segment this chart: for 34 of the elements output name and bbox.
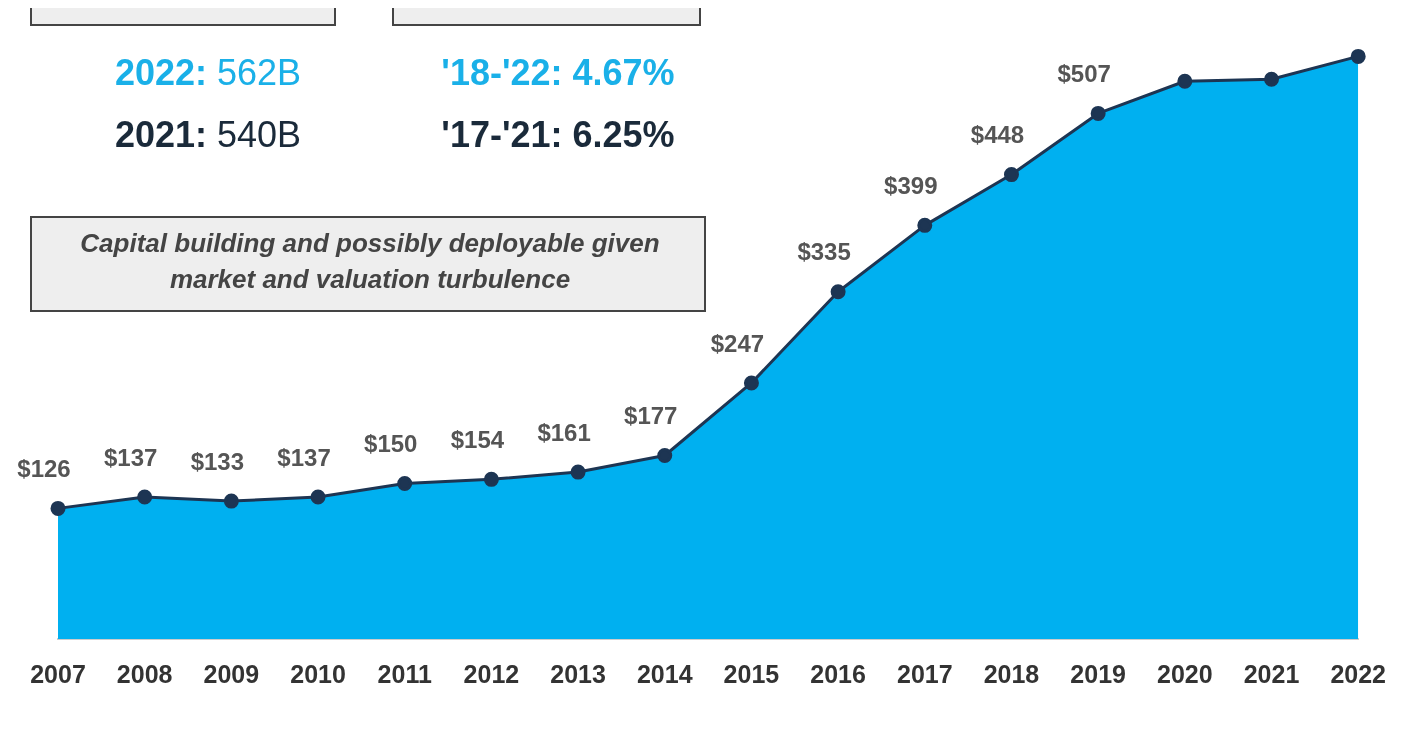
data-label: $150: [364, 430, 418, 458]
x-tick-label: 2015: [723, 659, 780, 688]
x-tick-label: 2022: [1330, 659, 1386, 688]
data-label: $507: [1057, 60, 1111, 88]
data-label: $448: [970, 121, 1025, 149]
data-label: $137: [103, 443, 158, 471]
data-label: $247: [710, 329, 765, 357]
annotation: '17-'21: 6.25%: [441, 114, 675, 155]
annotation: 2022: 562B: [114, 52, 302, 93]
annotation: '18-'22: 4.67%: [441, 52, 675, 93]
x-tick-label: 2016: [810, 659, 866, 688]
x-tick-label: 2008: [116, 659, 173, 688]
data-label: $335: [797, 238, 851, 266]
data-label: $137: [277, 443, 331, 471]
x-tick-label: 2010: [290, 659, 346, 688]
x-tick-label: 2014: [636, 659, 693, 688]
x-tick-label: 2018: [983, 659, 1040, 688]
x-tick-label: 2019: [1070, 659, 1126, 688]
data-label: $177: [624, 402, 678, 430]
annotation: 2021: 540B: [114, 114, 302, 155]
x-tick-label: 2020: [1157, 659, 1213, 688]
x-tick-label: 2012: [463, 659, 520, 688]
annotation: Capital building and possibly deployable given market and valuation turbulence: [79, 227, 661, 296]
x-tick-label: 2013: [550, 659, 606, 688]
data-label: $161: [537, 418, 591, 446]
x-tick-label: 2009: [203, 659, 260, 688]
x-tick-label: 2007: [30, 659, 86, 688]
x-tick-label: 2017: [896, 659, 953, 688]
x-tick-label: 2021: [1243, 659, 1300, 688]
data-label: $399: [884, 171, 938, 199]
data-label: $154: [450, 425, 505, 453]
x-tick-label: 2011: [377, 659, 432, 688]
data-label: $133: [190, 447, 245, 475]
data-label: $126: [17, 455, 71, 483]
